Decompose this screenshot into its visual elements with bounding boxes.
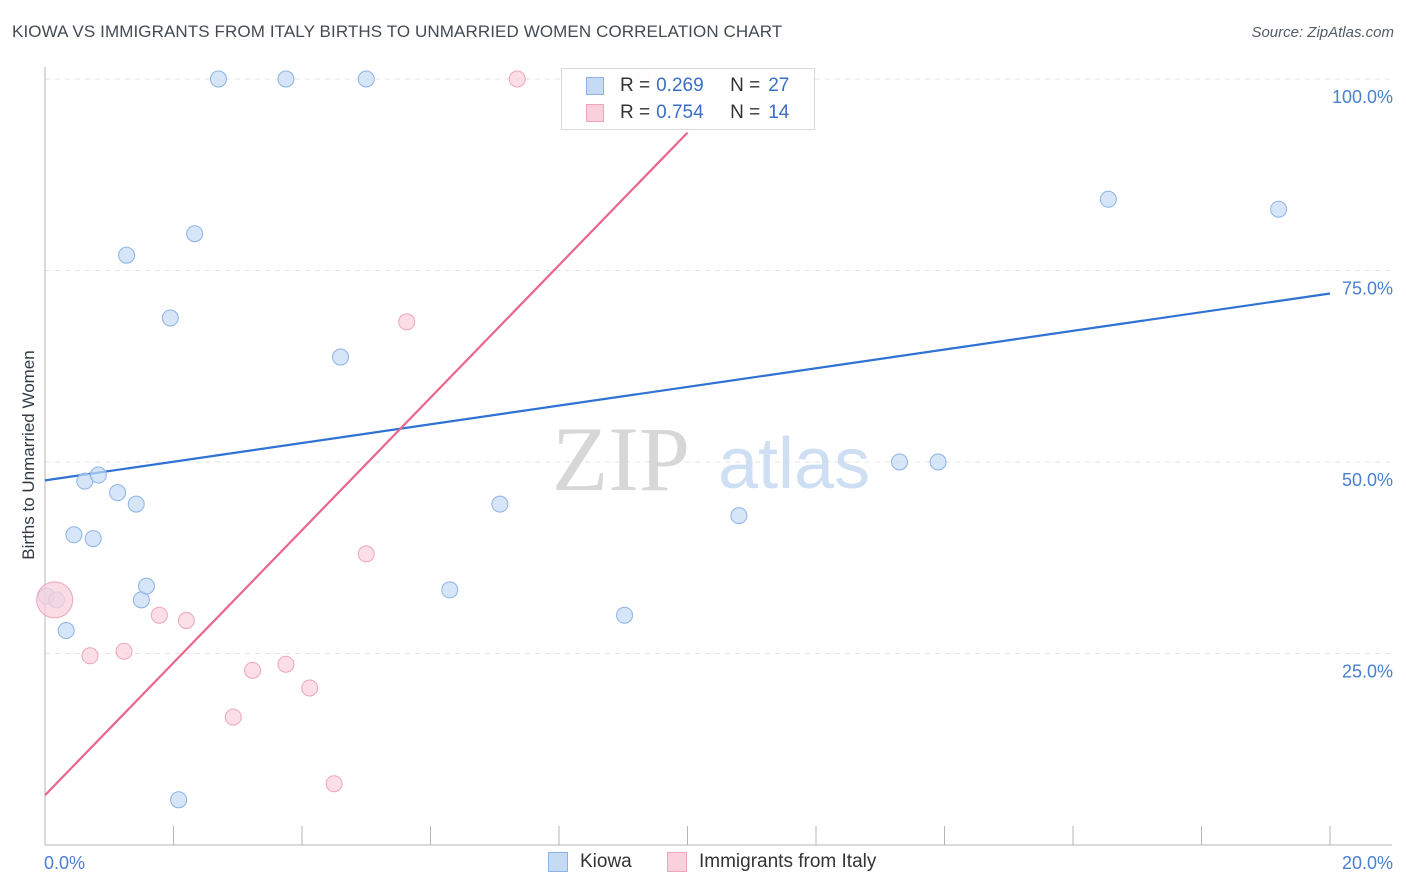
y-tick-label: 25.0% [1342, 662, 1393, 682]
kiowa-point [332, 348, 350, 366]
italy-point [357, 545, 375, 563]
kiowa-point [127, 495, 145, 513]
italy-point [36, 581, 74, 619]
kiowa-point [491, 495, 509, 513]
kiowa-point [441, 581, 459, 599]
legend-item-kiowa: Kiowa [548, 851, 632, 873]
legend-n-value: 27 [768, 75, 790, 96]
kiowa-point [109, 484, 127, 502]
legend-r-label: R = [620, 75, 651, 96]
x-tick-label: 0.0% [44, 853, 85, 873]
legend-n-value: 14 [768, 102, 790, 123]
kiowa-point [730, 507, 748, 525]
series-legend: Kiowa Immigrants from Italy [0, 851, 1406, 877]
source-credit: Source: ZipAtlas.com [1251, 24, 1394, 41]
legend-n-label: N = [730, 75, 761, 96]
kiowa-point [357, 70, 375, 88]
legend-label-kiowa: Kiowa [580, 851, 632, 872]
legend-row-kiowa: R = 0.269 N = 27 [586, 74, 790, 98]
y-tick-label: 75.0% [1342, 279, 1393, 299]
kiowa-point [277, 70, 295, 88]
kiowa-point [118, 246, 136, 264]
italy-trend-line [44, 131, 689, 796]
italy-point [244, 661, 262, 679]
italy-point [115, 642, 133, 660]
kiowa-point [57, 622, 75, 640]
kiowa-point [929, 453, 947, 471]
trend-lines [44, 131, 1331, 796]
y-tick-label: 100.0% [1332, 87, 1393, 107]
x-tick-label: 20.0% [1342, 853, 1393, 873]
watermark-zip: ZIP [552, 408, 690, 510]
italy-point [325, 775, 343, 793]
legend-r-value: 0.754 [656, 102, 704, 123]
kiowa-point [891, 453, 909, 471]
kiowa-legend-swatch [548, 852, 568, 872]
legend-r-value: 0.269 [656, 75, 704, 96]
kiowa-point [616, 606, 634, 624]
italy-legend-swatch [667, 852, 687, 872]
y-tick-label: 50.0% [1342, 470, 1393, 490]
italy-point [301, 679, 319, 697]
italy-point [177, 612, 195, 630]
watermark: ZIP atlas [552, 408, 870, 510]
italy-point [277, 655, 295, 673]
kiowa-swatch [586, 77, 604, 95]
kiowa-point [89, 466, 107, 484]
kiowa-point [65, 526, 83, 544]
kiowa-trend-line [44, 292, 1331, 482]
tick-labels: 25.0% 50.0% 75.0% 100.0% 0.0% 20.0% [44, 87, 1393, 873]
kiowa-point [186, 225, 204, 243]
correlation-legend: R = 0.269 N = 27 R = 0.754 N = 14 [561, 68, 815, 130]
kiowa-point [209, 70, 227, 88]
watermark-atlas: atlas [718, 424, 870, 504]
italy-point [150, 606, 168, 624]
legend-label-italy: Immigrants from Italy [699, 851, 877, 872]
axes [44, 67, 1392, 846]
y-axis-title: Births to Unmarried Women [19, 350, 38, 559]
italy-point [508, 70, 526, 88]
legend-r-label: R = [620, 102, 651, 123]
chart-title: KIOWA VS IMMIGRANTS FROM ITALY BIRTHS TO… [12, 22, 783, 41]
legend-item-italy: Immigrants from Italy [667, 851, 876, 873]
kiowa-point [138, 577, 156, 595]
kiowa-point [1270, 200, 1288, 218]
italy-swatch [586, 104, 604, 122]
italy-point [81, 647, 99, 665]
italy-point [398, 313, 416, 331]
kiowa-point [84, 530, 102, 548]
legend-n-label: N = [730, 102, 761, 123]
italy-point [224, 708, 242, 726]
kiowa-point [170, 791, 188, 809]
gridlines [45, 78, 1392, 654]
kiowa-point [161, 309, 179, 327]
kiowa-point [1099, 190, 1117, 208]
legend-row-italy: R = 0.754 N = 14 [586, 101, 790, 125]
